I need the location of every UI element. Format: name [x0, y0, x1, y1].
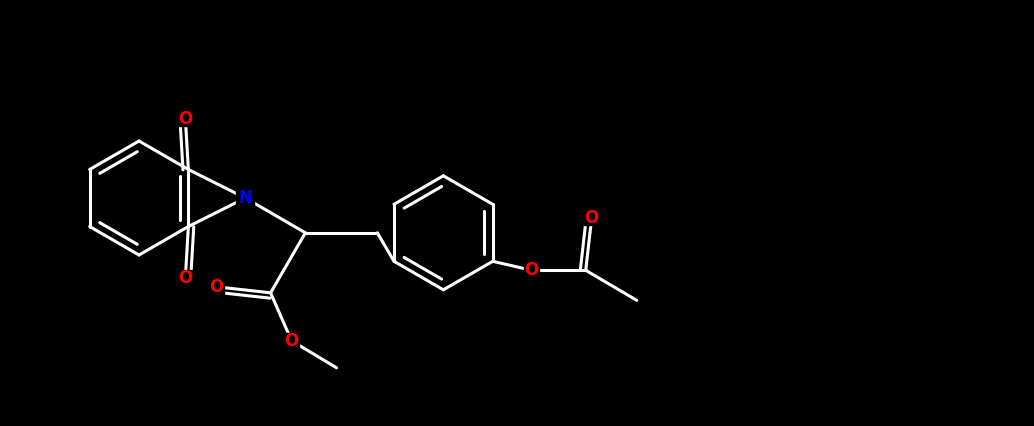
Text: O: O	[584, 208, 599, 227]
Text: O: O	[178, 109, 192, 127]
Bar	[584, 210, 600, 225]
Bar	[178, 270, 193, 285]
Bar	[524, 263, 539, 278]
Bar	[284, 333, 299, 348]
Text: O: O	[284, 332, 299, 350]
Text: O: O	[210, 278, 223, 296]
Bar	[178, 111, 193, 126]
Text: O: O	[178, 268, 192, 287]
Text: N: N	[239, 189, 252, 207]
Bar	[209, 279, 224, 294]
Bar	[237, 189, 254, 207]
Text: O: O	[524, 261, 539, 279]
